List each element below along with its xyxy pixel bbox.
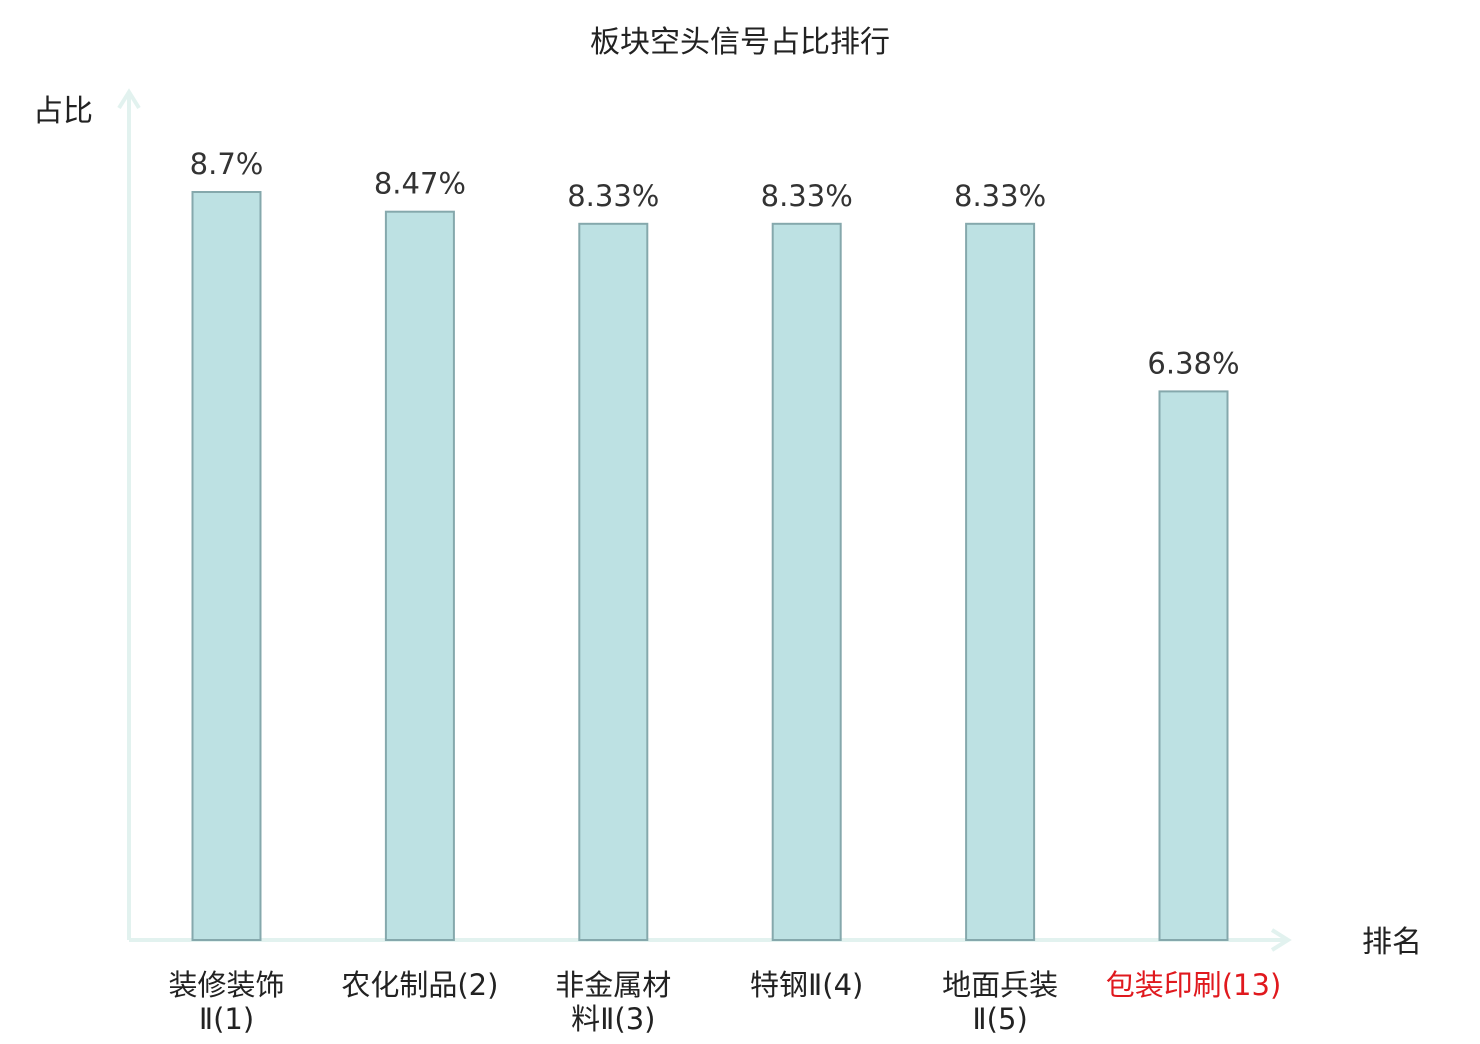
x-tick-label-line: 非金属材: [555, 968, 671, 1002]
x-tick-label-line: Ⅱ(1): [199, 1002, 254, 1036]
bars: [191, 191, 1229, 942]
bar-2: [384, 210, 455, 941]
chart-title: 板块空头信号占比排行: [590, 25, 890, 60]
bar-value-label-4: 8.33%: [761, 179, 853, 213]
x-tick-label-line: Ⅱ(5): [972, 1002, 1027, 1036]
bar-value-label-2: 8.47%: [374, 167, 466, 201]
x-tick-label-line: 包装印刷(13): [1106, 968, 1282, 1002]
x-tick-label-5: 地面兵装 Ⅱ(5): [942, 968, 1058, 1036]
bar-value-label-5: 8.33%: [954, 179, 1046, 213]
x-tick-label-1: 装修装饰 Ⅱ(1): [168, 968, 284, 1036]
bar-4: [771, 222, 842, 942]
x-axis: [129, 928, 1292, 952]
x-tick-label-line: 料Ⅱ(3): [571, 1002, 655, 1036]
x-tick-label-line: 地面兵装: [942, 968, 1058, 1002]
bar-1: [191, 191, 262, 941]
bar-value-label-1: 8.7%: [190, 147, 264, 181]
bar-3: [578, 222, 649, 942]
bar-6: [1158, 390, 1229, 941]
x-tick-label-4: 特钢Ⅱ(4): [750, 968, 863, 1002]
y-axis-label: 占比: [33, 94, 93, 129]
x-tick-label-2: 农化制品(2): [341, 968, 498, 1002]
x-tick-label-line: 特钢Ⅱ(4): [750, 968, 863, 1002]
y-axis: [117, 88, 141, 940]
bar-value-label-3: 8.33%: [567, 179, 659, 213]
bar-value-label-6: 6.38%: [1147, 346, 1239, 380]
bar-5: [965, 222, 1036, 942]
x-tick-labels: 装修装饰 Ⅱ(1) 农化制品(2) 非金属材料Ⅱ(3) 特钢Ⅱ(4) 地面兵装 Ⅱ(5) 包装…: [168, 968, 1281, 1036]
x-tick-label-6: 包装印刷(13): [1106, 968, 1282, 1002]
x-axis-label: 排名: [1362, 925, 1422, 960]
value-labels: 8.7% 8.47% 8.33% 8.33% 8.33% 6.38%: [190, 147, 1240, 380]
x-tick-label-3: 非金属材料Ⅱ(3): [555, 968, 671, 1036]
x-tick-label-line: 农化制品(2): [341, 968, 498, 1002]
x-tick-label-line: 装修装饰: [168, 968, 284, 1002]
